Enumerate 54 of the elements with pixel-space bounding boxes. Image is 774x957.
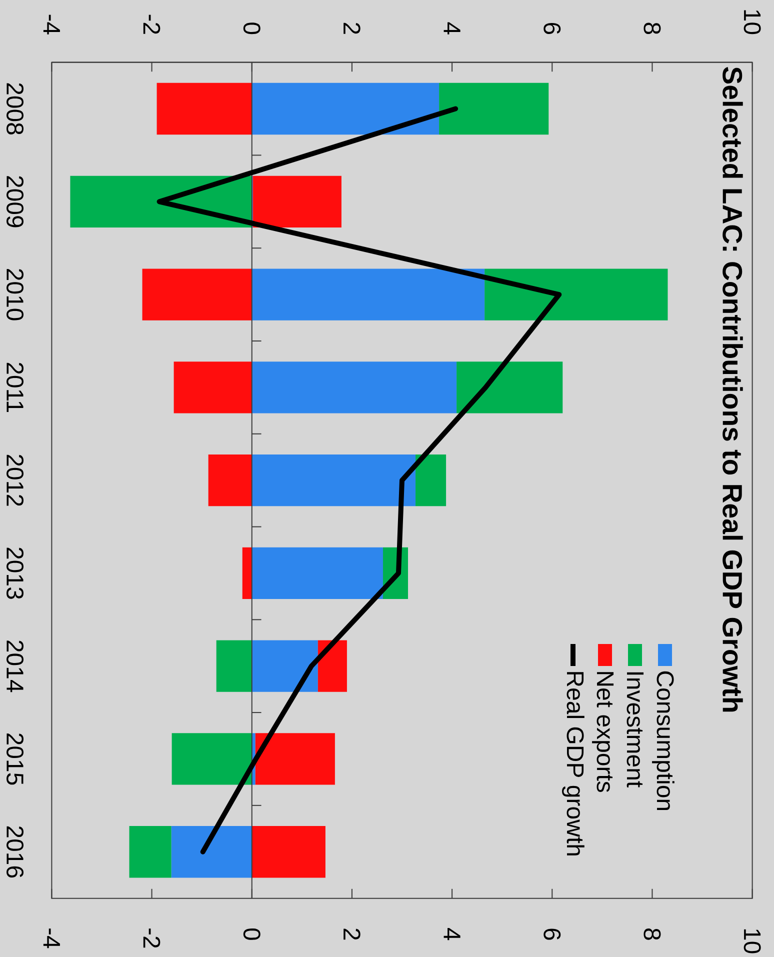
bar (156, 82, 252, 135)
x2-tick-label: -4 (43, 14, 60, 34)
bar (171, 826, 252, 878)
bar (484, 268, 668, 320)
bar (252, 640, 318, 692)
y-tick-label: 2012 (6, 454, 24, 506)
bar (456, 362, 563, 414)
bar (216, 640, 252, 692)
x2-tick-label: -2 (143, 14, 160, 34)
x-tick-label: 8 (644, 928, 661, 940)
y-tick-label: 2010 (6, 269, 24, 320)
x-tick-label: -4 (43, 928, 60, 948)
x-tick-label: 10 (744, 929, 761, 954)
x2-tick-label: 6 (544, 22, 561, 34)
y-tick-label: 2014 (6, 640, 24, 692)
bar (252, 268, 485, 320)
legend-label: Consumption (652, 671, 674, 810)
y-tick-label: 2011 (6, 362, 24, 412)
bar (318, 640, 347, 692)
y-tick-label: 2013 (6, 548, 24, 599)
bar (439, 82, 549, 135)
bar (252, 547, 383, 600)
bar (129, 826, 172, 878)
x2-tick-label: 8 (644, 22, 661, 34)
x2-tick-label: 2 (344, 22, 360, 34)
bar (416, 454, 446, 506)
bar (70, 176, 252, 228)
y-tick-label: 2015 (6, 733, 24, 785)
x2-tick-label: 4 (444, 22, 460, 34)
bar (142, 268, 252, 320)
x-tick-label: 0 (243, 928, 260, 940)
bar (252, 82, 440, 135)
legend-label: Real GDP growth (562, 672, 584, 856)
bar (252, 362, 457, 414)
y-tick-label: 2008 (6, 83, 24, 134)
bar (174, 362, 252, 414)
x-tick-label: 6 (544, 928, 561, 940)
bar (252, 454, 416, 506)
bar (252, 826, 326, 878)
text: Selected LAC: Contributions to Real GDP Growth (722, 67, 743, 712)
bar (252, 176, 342, 228)
legend-label: Net exports (592, 672, 614, 792)
bar (255, 733, 335, 785)
x2-tick-label: 0 (243, 22, 260, 34)
x-tick-label: -2 (143, 928, 160, 948)
bar (172, 733, 252, 785)
bar (208, 454, 252, 506)
x-tick-label: 4 (444, 928, 460, 940)
bar (242, 547, 252, 600)
legend-label: Investment (626, 672, 644, 788)
y-tick-label: 2016 (6, 826, 24, 878)
x2-tick-label: 10 (744, 10, 761, 34)
y-tick-label: 2009 (6, 176, 24, 228)
x-tick-label: 2 (344, 928, 360, 940)
